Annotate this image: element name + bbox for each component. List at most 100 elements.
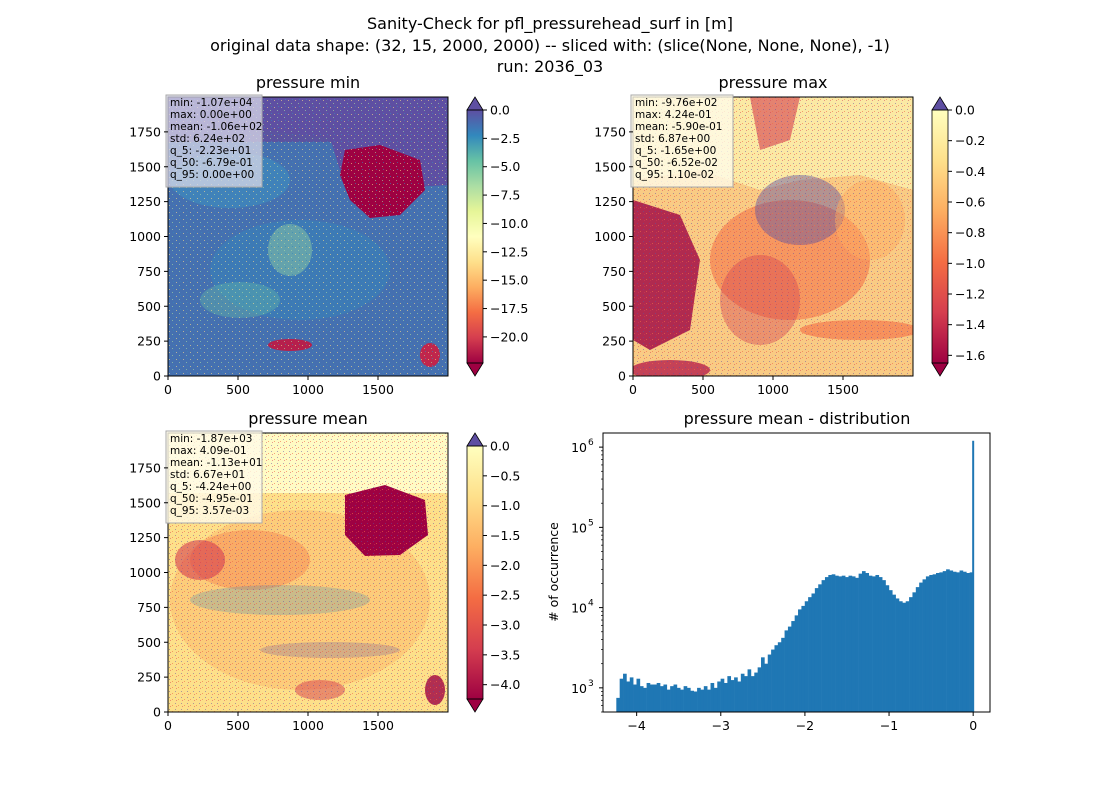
histogram-bar [616,697,620,712]
y-axis: 0 250 500 750 1000 1250 1500 1750 [129,124,168,384]
stat-q50: q_50: -6.79e-01 [170,157,253,169]
histogram-bar [643,687,647,712]
y-tick-label: 1750 [129,460,161,475]
panel-pressure-min: pressure min min: -1.07e+04 max: 0.00e+0… [129,73,528,397]
histogram-bar [693,691,698,712]
histogram-bar [831,574,836,712]
colorbar-tick-label: −1.0 [955,256,985,271]
histogram-bar [946,569,950,712]
histogram-bar [824,577,829,712]
colorbar-tick-label: −3.5 [490,647,520,662]
y-tick-label: 500 [137,299,161,314]
histogram-bar [673,684,678,712]
histogram-bar [754,672,758,712]
histogram-bar [865,572,870,712]
colorbar-tick-label: −0.5 [490,468,520,483]
colorbar-tick-label: 0.0 [490,439,510,454]
histogram-bar [848,575,853,712]
y-tick-label: 1000 [594,229,626,244]
histogram-bar [814,588,819,712]
stats-box [165,94,263,188]
y-tick-label: 0 [618,369,626,384]
histogram-bar [892,594,896,712]
histogram-bar [649,684,654,712]
colorbar-tick-label: −1.2 [955,287,985,302]
y-tick-label: 500 [137,635,161,650]
colorbar-tick-label: −7.5 [490,188,520,203]
histogram-bar [966,572,970,712]
colorbar-tick-label: −4.0 [490,677,520,692]
x-tick-label: −2 [796,718,814,733]
x-axis: 0 500 1000 1500 [164,712,394,733]
histogram-bar [740,673,745,712]
y-tick-label: 250 [602,334,626,349]
stat-min: min: -1.07e+04 [170,97,253,109]
x-tick-label: 0 [629,382,637,397]
colorbar-tick-label: −20.0 [490,329,528,344]
histogram-bar [636,678,641,712]
x-tick-label: 500 [226,382,250,397]
y-tick-exponent: 5 [588,518,594,528]
colorbar-tick-label: −17.5 [490,301,528,316]
stat-std: std: 6.67e+01 [170,469,245,481]
stat-max: max: 0.00e+00 [170,109,252,121]
panel-title: pressure min [256,73,360,92]
stat-q5: q_5: -4.24e+00 [170,481,251,493]
histogram-bar [969,572,974,712]
histogram-bar [872,576,876,712]
histogram-bar [703,686,708,712]
histogram-bar [707,689,711,712]
stat-min: min: -9.76e+02 [635,97,717,109]
y-tick-label: 1000 [129,229,161,244]
x-tick-label: 1500 [362,718,394,733]
stat-std: std: 6.24e+02 [170,133,245,145]
colorbar: 0.0 −0.5 −1.0 −1.5 −2.0 −2.5 −3.0 −3.5 −4.0 [466,432,520,713]
histogram-bar [878,577,883,712]
stat-q95: q_95: 1.10e-02 [635,169,714,181]
x-axis: 0 500 1000 1500 [164,376,394,397]
histogram-bar [828,574,832,712]
colorbar-tick-label: −10.0 [490,216,528,231]
histogram-bar [939,572,944,712]
colorbar: 0.0 −2.5 −5.0 −7.5 −10.0 −12.5 −15.0 −17.5 −20.0 [466,96,528,377]
histogram-bar [959,570,964,712]
histogram-bar [885,585,890,712]
chart-title: pressure mean - distribution [684,409,911,428]
histogram-bar [932,574,937,712]
histogram-bar [905,601,910,712]
histogram-bar [757,667,762,712]
histogram-bar [767,654,772,712]
y-tick-label: 250 [137,670,161,685]
x-tick-label: 500 [691,382,715,397]
colorbar-tick-label: −2.0 [490,558,520,573]
histogram-bar [922,579,927,712]
histogram-bar [730,680,735,712]
stat-mean: mean: -1.13e+01 [170,457,262,469]
stat-q5: q_5: -1.65e+00 [635,145,716,157]
histogram-bar [801,605,806,712]
colorbar-tick-label: −15.0 [490,273,528,288]
colorbar-tick-label: −2.5 [490,131,520,146]
histogram-bar [861,571,866,712]
histogram-bar [841,575,846,712]
histogram-bar [798,609,802,712]
stat-q95: q_95: 3.57e-03 [170,505,249,517]
histogram-bar [720,678,725,712]
histogram-bar [690,690,695,712]
y-tick-label: 1250 [129,194,161,209]
panel-pressure-max: pressure max min: -9.76e+02 max: 4.24e-0… [594,73,985,397]
histogram-bar [845,577,849,712]
y-tick-label: 750 [137,264,161,279]
y-tick-label: 1500 [129,495,161,510]
histogram-bar [710,682,715,712]
histogram-bar [909,597,913,712]
x-tick-label: 1000 [292,382,324,397]
colorbar: 0.0 −0.2 −0.4 −0.6 −0.8 −1.0 −1.2 −1.4 −1.6 [931,96,985,377]
colorbar-tick-label: −1.6 [955,348,985,363]
histogram-bar [750,676,755,712]
y-tick-label: 10 [571,440,587,455]
colorbar-tick-label: −3.0 [490,618,520,633]
stat-mean: mean: -1.06e+02 [170,121,262,133]
y-tick-label: 1000 [129,565,161,580]
y-tick-label: 1750 [129,124,161,139]
